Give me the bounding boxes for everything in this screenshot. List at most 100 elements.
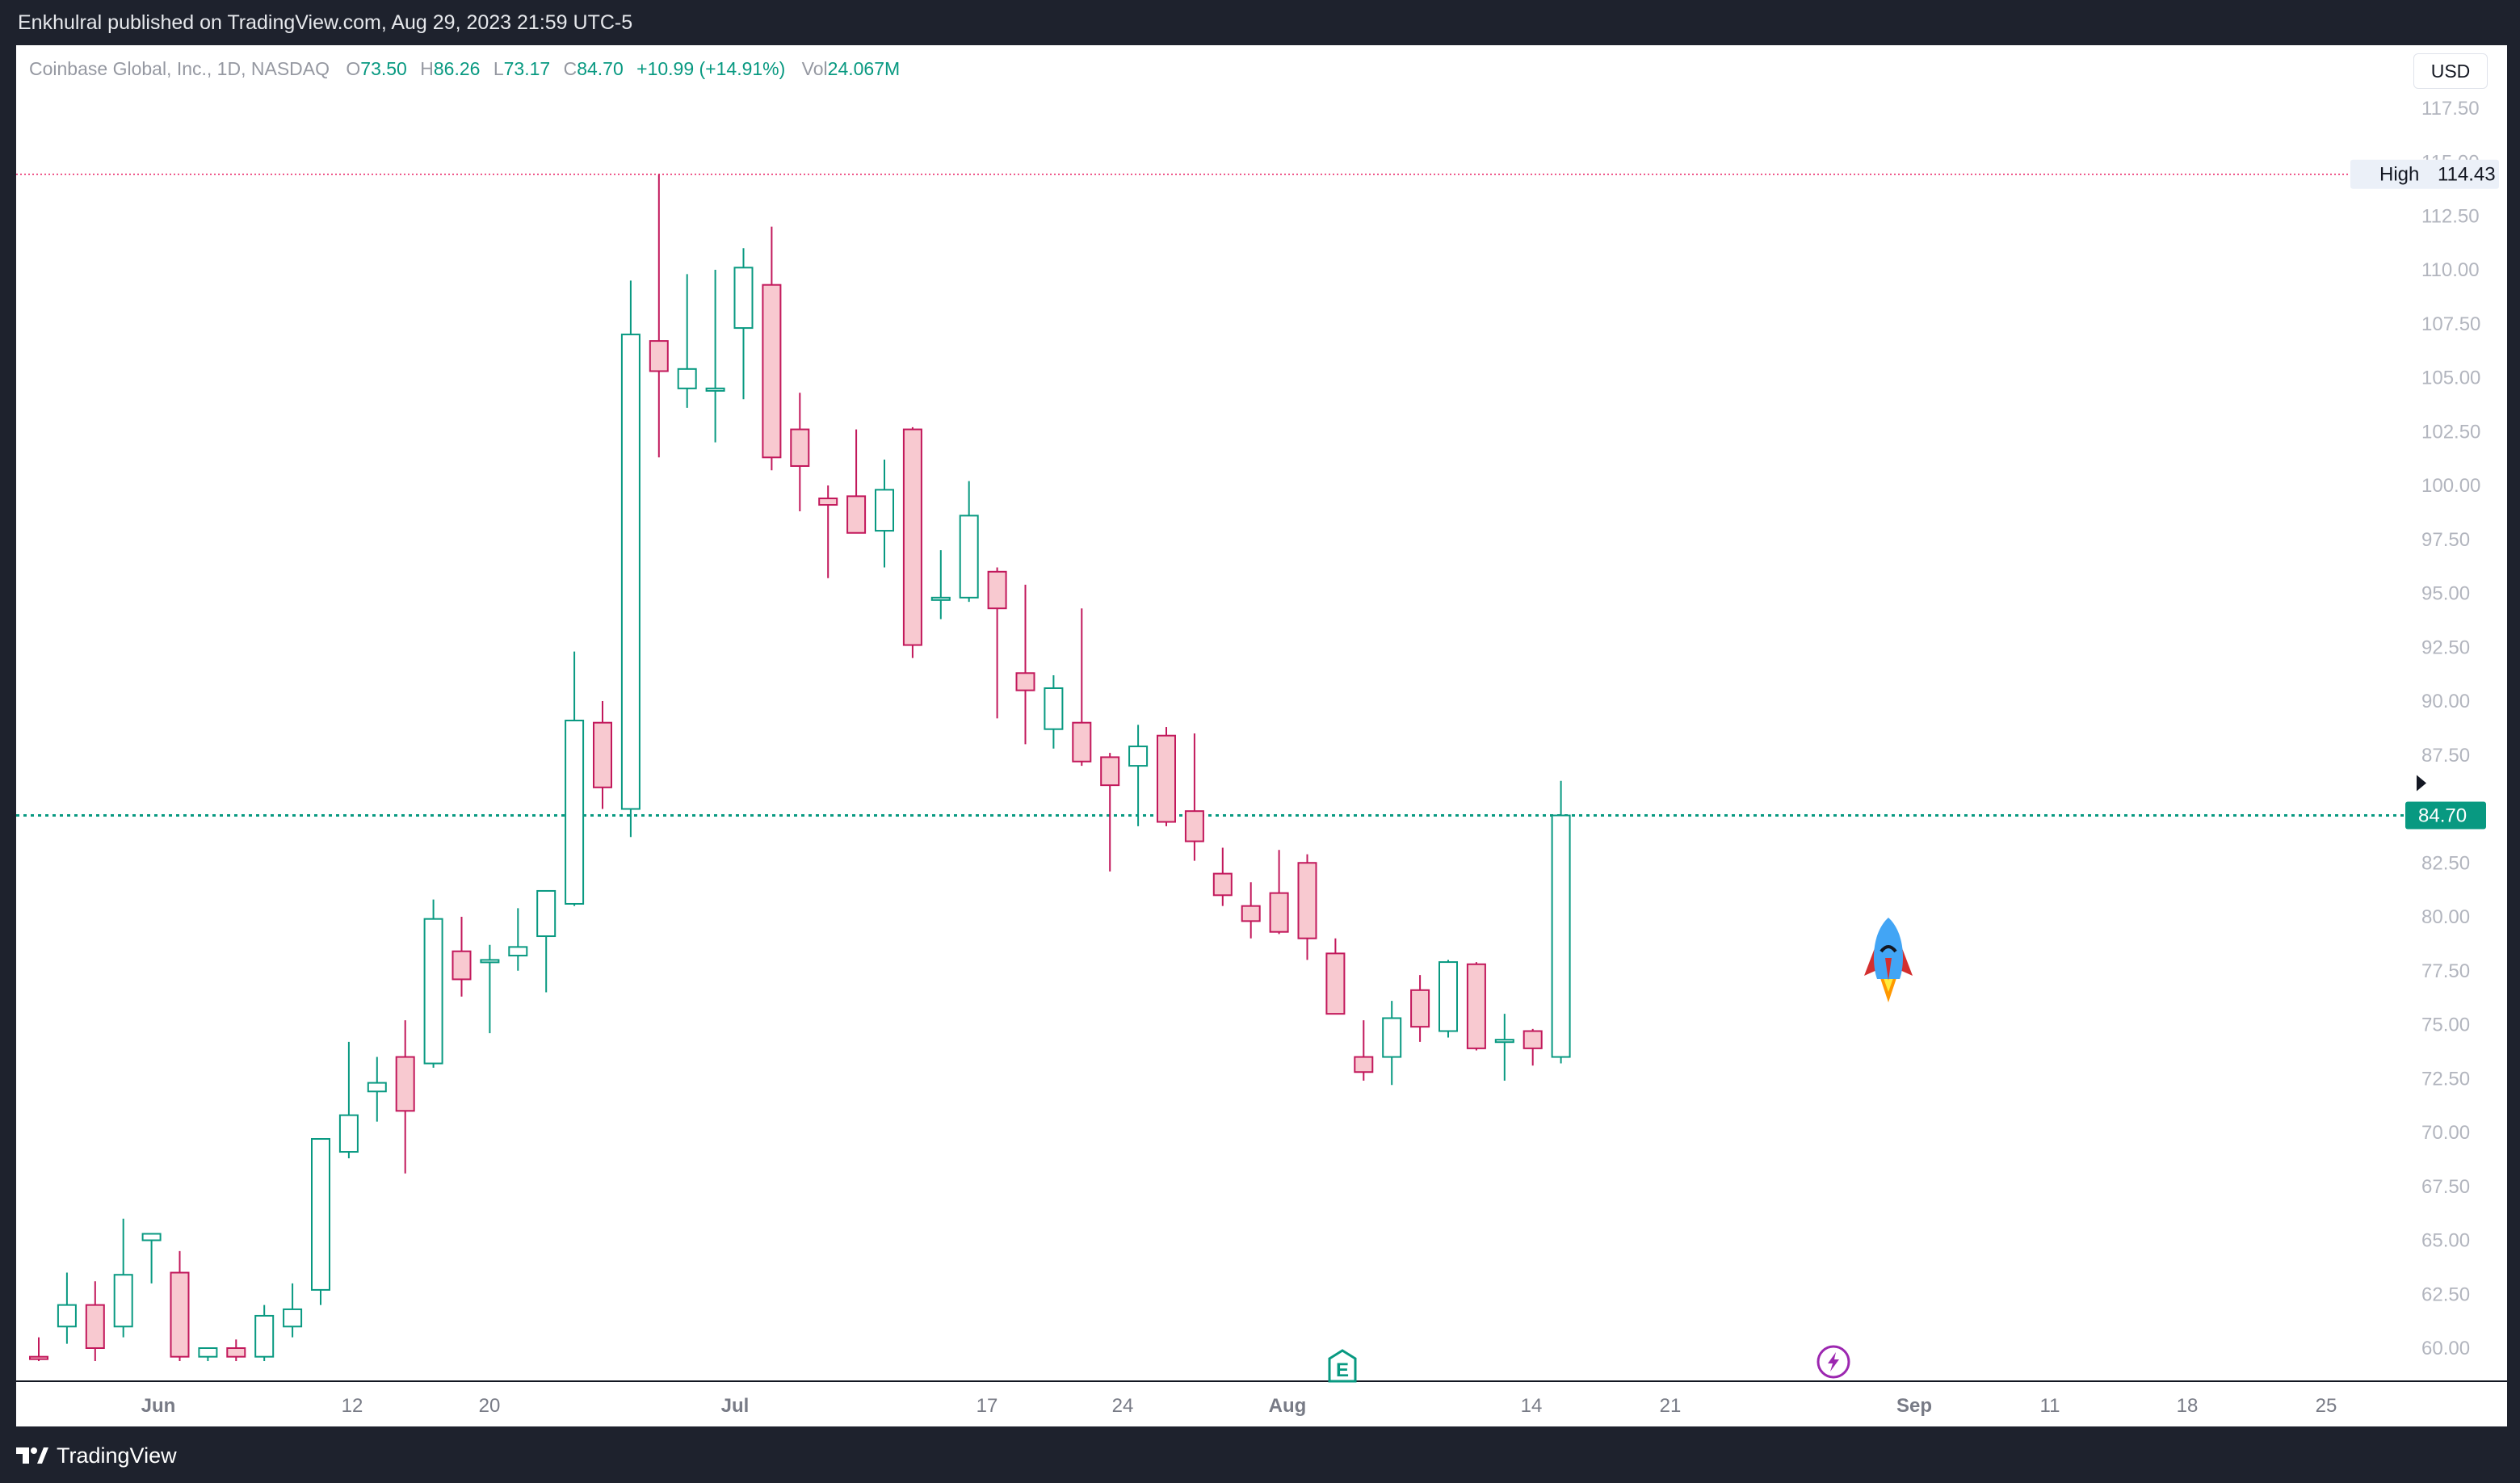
candle-body [1382, 1017, 1402, 1058]
candle-body [1522, 1030, 1543, 1049]
candle-body [283, 1308, 303, 1328]
candle-body [677, 368, 697, 389]
candle-body [452, 950, 472, 981]
current-price-label: 84.70 [2418, 805, 2467, 827]
candle-body [1015, 672, 1035, 691]
candle-body [113, 1274, 133, 1328]
candle-body [226, 1347, 246, 1358]
price-tick-label: 102.50 [2421, 421, 2480, 443]
publish-header: Enkhulral published on TradingView.com, … [0, 0, 2520, 45]
price-tick-label: 100.00 [2421, 475, 2480, 497]
date-tick-label: 17 [976, 1395, 998, 1417]
candle-body [762, 284, 782, 459]
date-tick-label: 24 [1112, 1395, 1134, 1417]
candle-body [902, 428, 922, 646]
price-tick-label: 67.50 [2421, 1176, 2470, 1198]
candle-body [1157, 734, 1176, 823]
high-value-label: 114.43 [2438, 164, 2496, 186]
price-tick-label: 92.50 [2421, 636, 2470, 658]
candle-body [790, 428, 810, 467]
candle-body [1551, 814, 1571, 1058]
close-label: C [563, 58, 578, 79]
publisher-line: Enkhulral published on TradingView.com, … [18, 11, 633, 34]
price-tick-label: 87.50 [2421, 745, 2470, 767]
candle-body [1325, 952, 1346, 1015]
candle-body [198, 1347, 218, 1358]
candle-body [1241, 905, 1261, 922]
price-tick-label: 65.00 [2421, 1230, 2470, 1252]
lightning-bolt-icon [1828, 1352, 1839, 1372]
tradingview-logo-icon [16, 1447, 48, 1464]
price-tick-label: 80.00 [2421, 906, 2470, 928]
volume-label: Vol [801, 58, 828, 79]
candle-body [593, 721, 612, 788]
candle-body [1044, 687, 1064, 730]
candle-body [1072, 721, 1092, 763]
volume-value: 24.067M [827, 58, 901, 79]
rocket-flame-core-icon [1884, 978, 1893, 992]
candle-body [29, 1355, 48, 1360]
price-tick-label: 117.50 [2421, 98, 2480, 120]
candle-body [508, 946, 528, 957]
close-value: 84.70 [577, 58, 624, 79]
chart-area[interactable]: 60.00 62.50 65.00 67.50 70.00 72.50 75.00 77.50… [16, 45, 2507, 1426]
price-tick-label: 77.50 [2421, 960, 2470, 982]
footer-brand: TradingView [57, 1443, 177, 1468]
candle-body [818, 498, 838, 506]
date-tick-label: 21 [1660, 1395, 1682, 1417]
price-tick-label: 112.50 [2421, 205, 2480, 227]
candle-body [170, 1271, 190, 1358]
candle-body [1297, 862, 1317, 939]
tradingview-logo[interactable]: TradingView [16, 1443, 177, 1468]
candle-body [536, 889, 556, 938]
earnings-marker-icon [1328, 1349, 1357, 1383]
price-tick-label: 97.50 [2421, 529, 2470, 551]
price-tick-label: 70.00 [2421, 1122, 2470, 1144]
current-price-box [2405, 801, 2486, 830]
candle-body [733, 267, 754, 330]
candle-body [930, 596, 951, 601]
candlestick-chart[interactable]: 60.00 62.50 65.00 67.50 70.00 72.50 75.00 77.50… [16, 45, 2507, 1426]
candle-body [1354, 1056, 1374, 1073]
date-tick-label: 18 [2177, 1395, 2199, 1417]
date-tick-label: Jul [721, 1395, 750, 1417]
candle-body [846, 495, 867, 534]
price-tick-label: 95.00 [2421, 583, 2470, 605]
candle-body [959, 515, 979, 599]
candle-body [395, 1056, 415, 1112]
footer-bar: TradingView [0, 1426, 2520, 1483]
candle-body [1494, 1039, 1514, 1044]
currency-button[interactable]: USD [2413, 53, 2488, 89]
candle-body [620, 334, 640, 810]
date-tick-label: Jun [141, 1395, 176, 1417]
high-label-box [2350, 159, 2499, 189]
candle-body [141, 1233, 162, 1241]
rocket-window-icon [1880, 945, 1897, 953]
candle-body [311, 1138, 330, 1291]
price-tick-label: 75.00 [2421, 1015, 2470, 1036]
price-tick-label: 90.00 [2421, 691, 2470, 712]
candle-body [565, 720, 585, 905]
price-tick-label: 72.50 [2421, 1068, 2470, 1090]
candle-body [1184, 810, 1204, 842]
candle-body [367, 1082, 387, 1093]
open-value: 73.50 [360, 58, 407, 79]
candle-body [57, 1304, 77, 1328]
rocket-stripe-icon [1885, 958, 1892, 981]
low-label: L [493, 58, 504, 79]
candle-body [649, 340, 669, 372]
candle-body [1212, 872, 1233, 897]
date-tick-label: 14 [1521, 1395, 1543, 1417]
candle-body [85, 1304, 105, 1349]
price-tick-label: 60.00 [2421, 1338, 2470, 1359]
date-tick-label: 12 [342, 1395, 363, 1417]
price-tick-label: 107.50 [2421, 313, 2480, 335]
candle-body [1269, 892, 1289, 933]
high-label: H [420, 58, 434, 79]
candle-body [705, 387, 725, 392]
date-tick-label: 25 [2316, 1395, 2337, 1417]
candle-body [1128, 746, 1149, 767]
candle-body [423, 918, 443, 1065]
candle-body [480, 959, 500, 964]
chart-legend: Coinbase Global, Inc., 1D, NASDAQ O73.50… [29, 58, 900, 80]
